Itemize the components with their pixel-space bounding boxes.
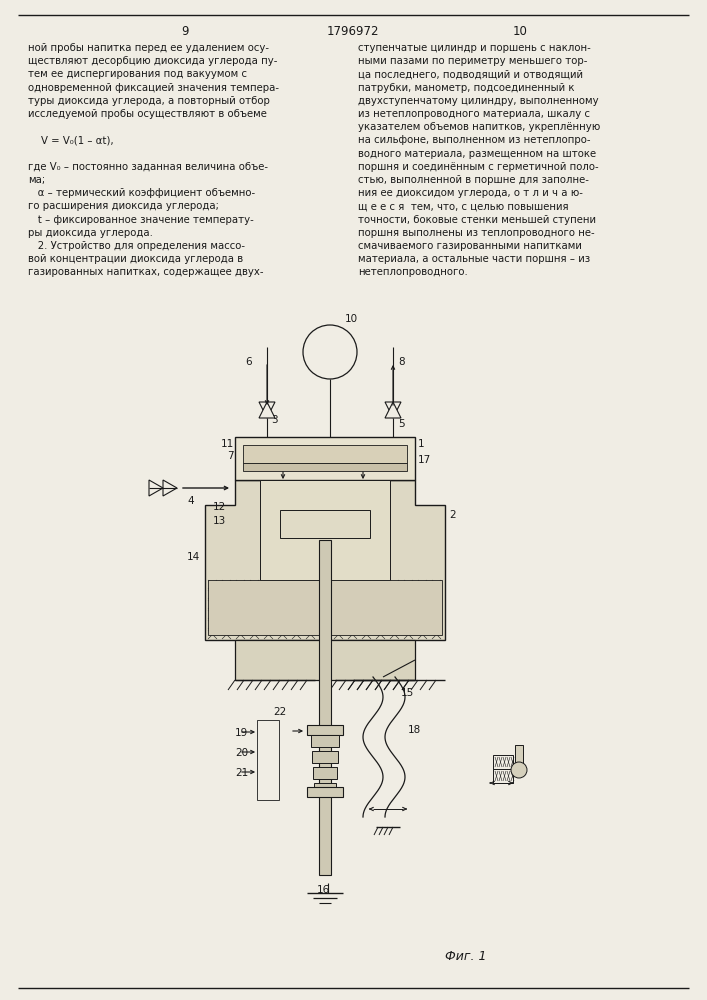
Text: 22: 22	[273, 707, 286, 717]
Text: 9: 9	[181, 25, 189, 38]
Bar	[208, 580, 442, 635]
Text: 15: 15	[401, 688, 414, 698]
Bar	[307, 787, 343, 797]
Text: двухступенчатому цилиндру, выполненному: двухступенчатому цилиндру, выполненному	[358, 96, 599, 106]
Text: ной пробы напитка перед ее удалением осу-: ной пробы напитка перед ее удалением осу…	[28, 43, 269, 53]
Text: 14: 14	[187, 552, 200, 562]
Text: го расширения диоксида углерода;: го расширения диоксида углерода;	[28, 201, 219, 211]
Text: тем ее диспергирования под вакуумом с: тем ее диспергирования под вакуумом с	[28, 69, 247, 79]
Polygon shape	[163, 480, 177, 496]
Polygon shape	[312, 751, 338, 763]
Bar	[235, 437, 415, 480]
Text: точности, боковые стенки меньшей ступени: точности, боковые стенки меньшей ступени	[358, 215, 596, 225]
Text: где V₀ – постоянно заданная величина объе-: где V₀ – постоянно заданная величина объ…	[28, 162, 268, 172]
Polygon shape	[149, 480, 163, 496]
Text: 20: 20	[235, 748, 248, 758]
Text: 5: 5	[398, 419, 404, 429]
Bar	[243, 445, 407, 463]
Text: 19: 19	[235, 728, 248, 738]
Text: 12: 12	[213, 502, 226, 512]
Bar	[319, 540, 331, 875]
Polygon shape	[259, 402, 275, 418]
Polygon shape	[259, 402, 275, 418]
Text: 18: 18	[408, 725, 421, 735]
Circle shape	[303, 325, 357, 379]
Text: смачиваемого газированными напитками: смачиваемого газированными напитками	[358, 241, 582, 251]
Text: 3: 3	[271, 415, 278, 425]
Text: 10: 10	[345, 314, 358, 324]
Text: ма;: ма;	[28, 175, 45, 185]
Text: водного материала, размещенном на штоке: водного материала, размещенном на штоке	[358, 149, 596, 159]
Text: V = V₀(1 – αt),: V = V₀(1 – αt),	[28, 135, 114, 145]
Text: нетеплопроводного.: нетеплопроводного.	[358, 267, 468, 277]
Text: туры диоксида углерода, а повторный отбор: туры диоксида углерода, а повторный отбо…	[28, 96, 270, 106]
Polygon shape	[313, 767, 337, 779]
Bar	[280, 510, 370, 538]
Text: ными пазами по периметру меньшего тор-: ными пазами по периметру меньшего тор-	[358, 56, 588, 66]
Bar	[243, 463, 407, 471]
Bar	[260, 480, 390, 580]
Polygon shape	[385, 402, 401, 418]
Bar	[307, 725, 343, 735]
Text: 21: 21	[235, 768, 248, 778]
Text: 6: 6	[245, 357, 252, 367]
Text: 4: 4	[187, 496, 194, 506]
Text: поршня выполнены из теплопроводного не-: поршня выполнены из теплопроводного не-	[358, 228, 595, 238]
Bar	[493, 755, 513, 769]
Text: ца последнего, подводящий и отводящий: ца последнего, подводящий и отводящий	[358, 69, 583, 79]
Text: 13: 13	[213, 516, 226, 526]
Circle shape	[511, 762, 527, 778]
Text: Фиг. 1: Фиг. 1	[445, 950, 486, 963]
Text: материала, а остальные части поршня – из: материала, а остальные части поршня – из	[358, 254, 590, 264]
Bar	[515, 745, 523, 767]
Text: из нетеплопроводного материала, шкалу с: из нетеплопроводного материала, шкалу с	[358, 109, 590, 119]
Text: ры диоксида углерода.: ры диоксида углерода.	[28, 228, 153, 238]
Polygon shape	[311, 735, 339, 747]
Text: 7: 7	[227, 451, 233, 461]
Bar	[257, 720, 279, 800]
Text: 11: 11	[221, 439, 234, 449]
Polygon shape	[314, 783, 336, 795]
Text: 1796972: 1796972	[327, 25, 379, 38]
Text: указателем объемов напитков, укреплённую: указателем объемов напитков, укреплённую	[358, 122, 600, 132]
Text: 17: 17	[418, 455, 431, 465]
Text: вой концентрации диоксида углерода в: вой концентрации диоксида углерода в	[28, 254, 243, 264]
Polygon shape	[385, 402, 401, 418]
Text: патрубки, манометр, подсоединенный к: патрубки, манометр, подсоединенный к	[358, 83, 575, 93]
Text: A: A	[357, 458, 363, 468]
Text: 2: 2	[449, 510, 455, 520]
Text: 8: 8	[398, 357, 404, 367]
Text: одновременной фиксацией значения темпера-: одновременной фиксацией значения темпера…	[28, 83, 279, 93]
Text: ступенчатые цилиндр и поршень с наклон-: ступенчатые цилиндр и поршень с наклон-	[358, 43, 591, 53]
Text: α – термический коэффициент объемно-: α – термический коэффициент объемно-	[28, 188, 255, 198]
Text: газированных напитках, содержащее двух-: газированных напитках, содержащее двух-	[28, 267, 264, 277]
Text: 2. Устройство для определения массо-: 2. Устройство для определения массо-	[28, 241, 245, 251]
Text: поршня и соединённым с герметичной поло-: поршня и соединённым с герметичной поло-	[358, 162, 599, 172]
Text: 16: 16	[317, 885, 330, 895]
Text: ществляют десорбцию диоксида углерода пу-: ществляют десорбцию диоксида углерода пу…	[28, 56, 277, 66]
Text: 10: 10	[513, 25, 527, 38]
Bar	[493, 769, 513, 783]
Text: стью, выполненной в поршне для заполне-: стью, выполненной в поршне для заполне-	[358, 175, 589, 185]
Text: на сильфоне, выполненном из нетеплопро-: на сильфоне, выполненном из нетеплопро-	[358, 135, 590, 145]
Text: 1: 1	[418, 439, 425, 449]
Text: ния ее диоксидом углерода, о т л и ч а ю-: ния ее диоксидом углерода, о т л и ч а ю…	[358, 188, 583, 198]
Text: t – фиксированное значение температу-: t – фиксированное значение температу-	[28, 215, 254, 225]
Polygon shape	[205, 480, 445, 640]
Text: A: A	[277, 458, 284, 468]
Text: щ е е с я  тем, что, с целью повышения: щ е е с я тем, что, с целью повышения	[358, 201, 568, 211]
Bar	[235, 640, 415, 680]
Text: исследуемой пробы осуществляют в объеме: исследуемой пробы осуществляют в объеме	[28, 109, 267, 119]
